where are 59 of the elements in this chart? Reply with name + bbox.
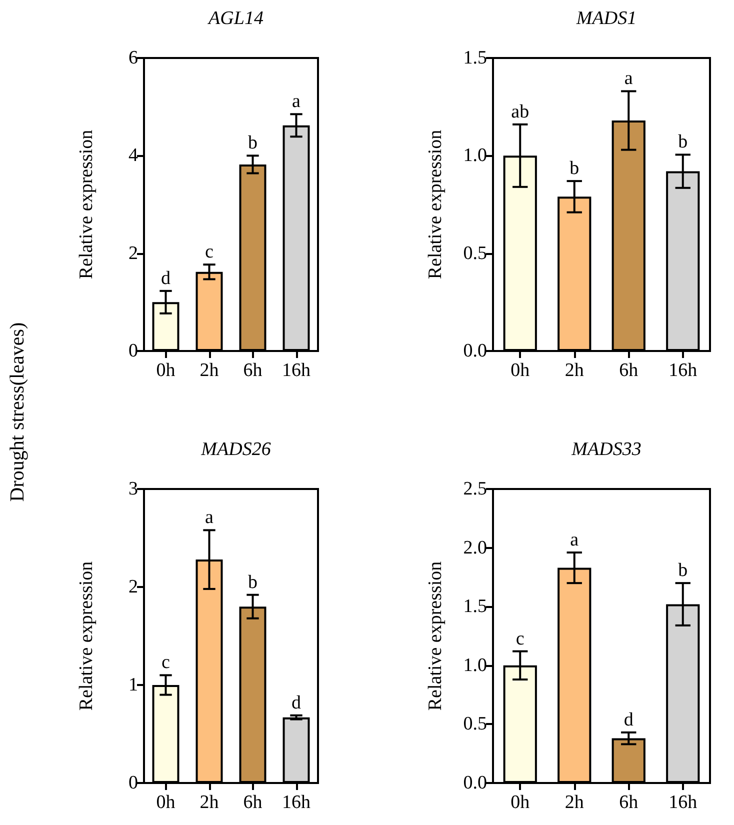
x-tick-label: 0h bbox=[510, 360, 530, 381]
y-tick-label: 6 bbox=[128, 48, 138, 68]
x-tick-label: 2h bbox=[564, 360, 584, 381]
y-tick-label: 0.5 bbox=[463, 242, 487, 264]
y-tick-label: 3 bbox=[128, 478, 138, 500]
x-tick-label: 6h bbox=[243, 792, 263, 813]
y-axis-title: Relative expression bbox=[425, 560, 446, 711]
annotation: d bbox=[624, 709, 634, 730]
x-tick-label: 0h bbox=[156, 792, 176, 813]
annotation: a bbox=[570, 530, 580, 551]
annotation: c bbox=[162, 652, 170, 674]
annotation: b bbox=[678, 132, 688, 153]
y-tick-label: 1.5 bbox=[463, 596, 487, 618]
annotation: b bbox=[678, 560, 688, 582]
y-tick-label: 4 bbox=[128, 145, 138, 166]
x-tick-label: 2h bbox=[200, 792, 220, 813]
y-tick-label: 1.0 bbox=[463, 654, 487, 676]
y-tick-label: 0.0 bbox=[463, 340, 487, 362]
chart-title: MADS33 bbox=[570, 439, 642, 460]
x-tick-label: 16h bbox=[668, 360, 698, 381]
y-axis-title: Relative expression bbox=[76, 560, 97, 711]
annotation: c bbox=[205, 242, 214, 263]
y-tick-label: 0.5 bbox=[463, 714, 487, 735]
x-tick-label: 2h bbox=[200, 360, 220, 381]
y-tick-label: 1.5 bbox=[463, 48, 487, 68]
y-tick-label: 2.0 bbox=[463, 537, 487, 558]
y-axis-title: Relative expression bbox=[76, 129, 97, 280]
chart-title: MADS1 bbox=[575, 8, 637, 29]
x-tick-label: 16h bbox=[282, 792, 311, 813]
y-tick-label: 1.0 bbox=[463, 145, 487, 166]
x-tick-label: 0h bbox=[510, 792, 530, 813]
x-tick-label: 6h bbox=[243, 360, 263, 381]
y-axis-title: Relative expression bbox=[425, 129, 446, 280]
y-tick-label: 2.5 bbox=[463, 478, 487, 500]
annotation: b bbox=[248, 132, 258, 154]
y-tick-label: 2 bbox=[128, 576, 138, 598]
annotation: b bbox=[248, 572, 258, 593]
y-tick-label: 2 bbox=[128, 242, 138, 264]
text: Drought stress(leaves) bbox=[6, 322, 30, 502]
annotation: b bbox=[570, 158, 580, 180]
x-tick-label: 0h bbox=[156, 360, 176, 381]
annotation: d bbox=[161, 268, 171, 289]
x-tick-label: 6h bbox=[619, 360, 639, 381]
x-tick-label: 2h bbox=[564, 792, 584, 813]
chart-title: MADS26 bbox=[200, 439, 272, 460]
annotation: d bbox=[292, 692, 302, 714]
y-tick-label: 0 bbox=[128, 340, 138, 362]
y-tick-label: 0 bbox=[128, 772, 138, 794]
x-tick-label: 16h bbox=[668, 792, 698, 813]
x-tick-label: 16h bbox=[282, 360, 311, 381]
annotation: c bbox=[516, 628, 524, 650]
x-tick-label: 6h bbox=[619, 792, 639, 813]
annotation: ab bbox=[511, 101, 530, 122]
y-tick-label: 1 bbox=[128, 674, 138, 696]
annotation: a bbox=[205, 507, 214, 528]
chart-title: AGL14 bbox=[206, 8, 264, 29]
annotation: a bbox=[624, 68, 634, 90]
y-tick-label: 0.0 bbox=[463, 772, 487, 794]
annotation: a bbox=[292, 91, 302, 112]
